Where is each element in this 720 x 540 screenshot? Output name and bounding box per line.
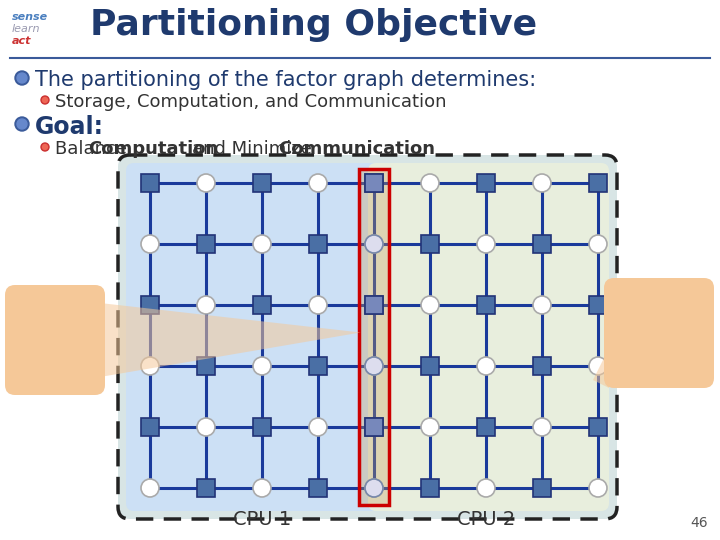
FancyBboxPatch shape — [197, 235, 215, 253]
Circle shape — [42, 98, 48, 103]
FancyBboxPatch shape — [365, 418, 383, 436]
Text: sense: sense — [12, 12, 48, 22]
FancyBboxPatch shape — [589, 296, 607, 314]
Circle shape — [41, 143, 49, 151]
Circle shape — [141, 357, 159, 375]
FancyBboxPatch shape — [477, 296, 495, 314]
Text: Computation: Computation — [88, 140, 218, 158]
Circle shape — [253, 357, 271, 375]
Circle shape — [421, 296, 439, 314]
FancyBboxPatch shape — [365, 418, 383, 436]
Circle shape — [309, 174, 327, 192]
FancyBboxPatch shape — [533, 235, 551, 253]
Circle shape — [477, 357, 495, 375]
Circle shape — [42, 145, 48, 150]
FancyBboxPatch shape — [477, 174, 495, 192]
FancyBboxPatch shape — [309, 479, 327, 497]
Circle shape — [17, 119, 27, 129]
FancyBboxPatch shape — [604, 278, 714, 388]
Circle shape — [589, 235, 607, 253]
FancyBboxPatch shape — [253, 418, 271, 436]
FancyBboxPatch shape — [197, 479, 215, 497]
FancyBboxPatch shape — [421, 357, 439, 375]
Text: Partitioning Objective: Partitioning Objective — [90, 8, 537, 42]
FancyBboxPatch shape — [589, 174, 607, 192]
Circle shape — [477, 479, 495, 497]
Polygon shape — [593, 348, 609, 388]
FancyBboxPatch shape — [118, 155, 617, 519]
Circle shape — [365, 235, 383, 253]
Text: CPU 2: CPU 2 — [457, 510, 515, 529]
Text: and Minimize: and Minimize — [192, 140, 318, 158]
Text: Comm.
cost: Comm. cost — [22, 321, 87, 360]
Circle shape — [533, 174, 551, 192]
Text: Balance: Balance — [55, 140, 132, 158]
Circle shape — [15, 71, 29, 85]
Circle shape — [17, 73, 27, 83]
Text: The partitioning of the factor graph determines:: The partitioning of the factor graph det… — [35, 70, 536, 90]
FancyBboxPatch shape — [533, 357, 551, 375]
Text: act: act — [12, 36, 32, 46]
FancyBboxPatch shape — [421, 235, 439, 253]
FancyBboxPatch shape — [309, 235, 327, 253]
FancyBboxPatch shape — [253, 174, 271, 192]
Text: Storage, Computation, and Communication: Storage, Computation, and Communication — [55, 93, 446, 111]
Circle shape — [197, 296, 215, 314]
FancyBboxPatch shape — [365, 296, 383, 314]
Circle shape — [365, 479, 383, 497]
Circle shape — [477, 235, 495, 253]
FancyBboxPatch shape — [141, 418, 159, 436]
FancyBboxPatch shape — [421, 479, 439, 497]
FancyBboxPatch shape — [589, 418, 607, 436]
Circle shape — [589, 479, 607, 497]
FancyBboxPatch shape — [126, 163, 384, 511]
Circle shape — [421, 174, 439, 192]
Bar — [359, 169, 390, 505]
FancyBboxPatch shape — [368, 163, 609, 511]
FancyBboxPatch shape — [365, 296, 383, 314]
Text: CPU 1: CPU 1 — [233, 510, 291, 529]
Circle shape — [533, 296, 551, 314]
FancyBboxPatch shape — [141, 174, 159, 192]
Circle shape — [309, 418, 327, 436]
Polygon shape — [100, 303, 361, 377]
Circle shape — [141, 479, 159, 497]
FancyBboxPatch shape — [309, 357, 327, 375]
Text: Communication: Communication — [278, 140, 435, 158]
Circle shape — [365, 357, 383, 375]
Circle shape — [197, 418, 215, 436]
Circle shape — [253, 479, 271, 497]
Circle shape — [15, 117, 29, 131]
Circle shape — [309, 296, 327, 314]
FancyBboxPatch shape — [477, 418, 495, 436]
Text: Goal:: Goal: — [35, 115, 104, 139]
Circle shape — [197, 174, 215, 192]
FancyBboxPatch shape — [253, 296, 271, 314]
Text: 46: 46 — [690, 516, 708, 530]
Circle shape — [421, 418, 439, 436]
FancyBboxPatch shape — [365, 174, 383, 192]
Circle shape — [365, 357, 383, 375]
Circle shape — [253, 235, 271, 253]
Text: Ensure
Balance: Ensure Balance — [622, 314, 696, 353]
Circle shape — [141, 235, 159, 253]
Circle shape — [41, 96, 49, 104]
Circle shape — [365, 235, 383, 253]
Circle shape — [589, 357, 607, 375]
FancyBboxPatch shape — [533, 479, 551, 497]
FancyBboxPatch shape — [141, 296, 159, 314]
Circle shape — [365, 479, 383, 497]
FancyBboxPatch shape — [197, 357, 215, 375]
FancyBboxPatch shape — [5, 285, 105, 395]
Circle shape — [533, 418, 551, 436]
Text: learn: learn — [12, 24, 40, 34]
FancyBboxPatch shape — [365, 174, 383, 192]
